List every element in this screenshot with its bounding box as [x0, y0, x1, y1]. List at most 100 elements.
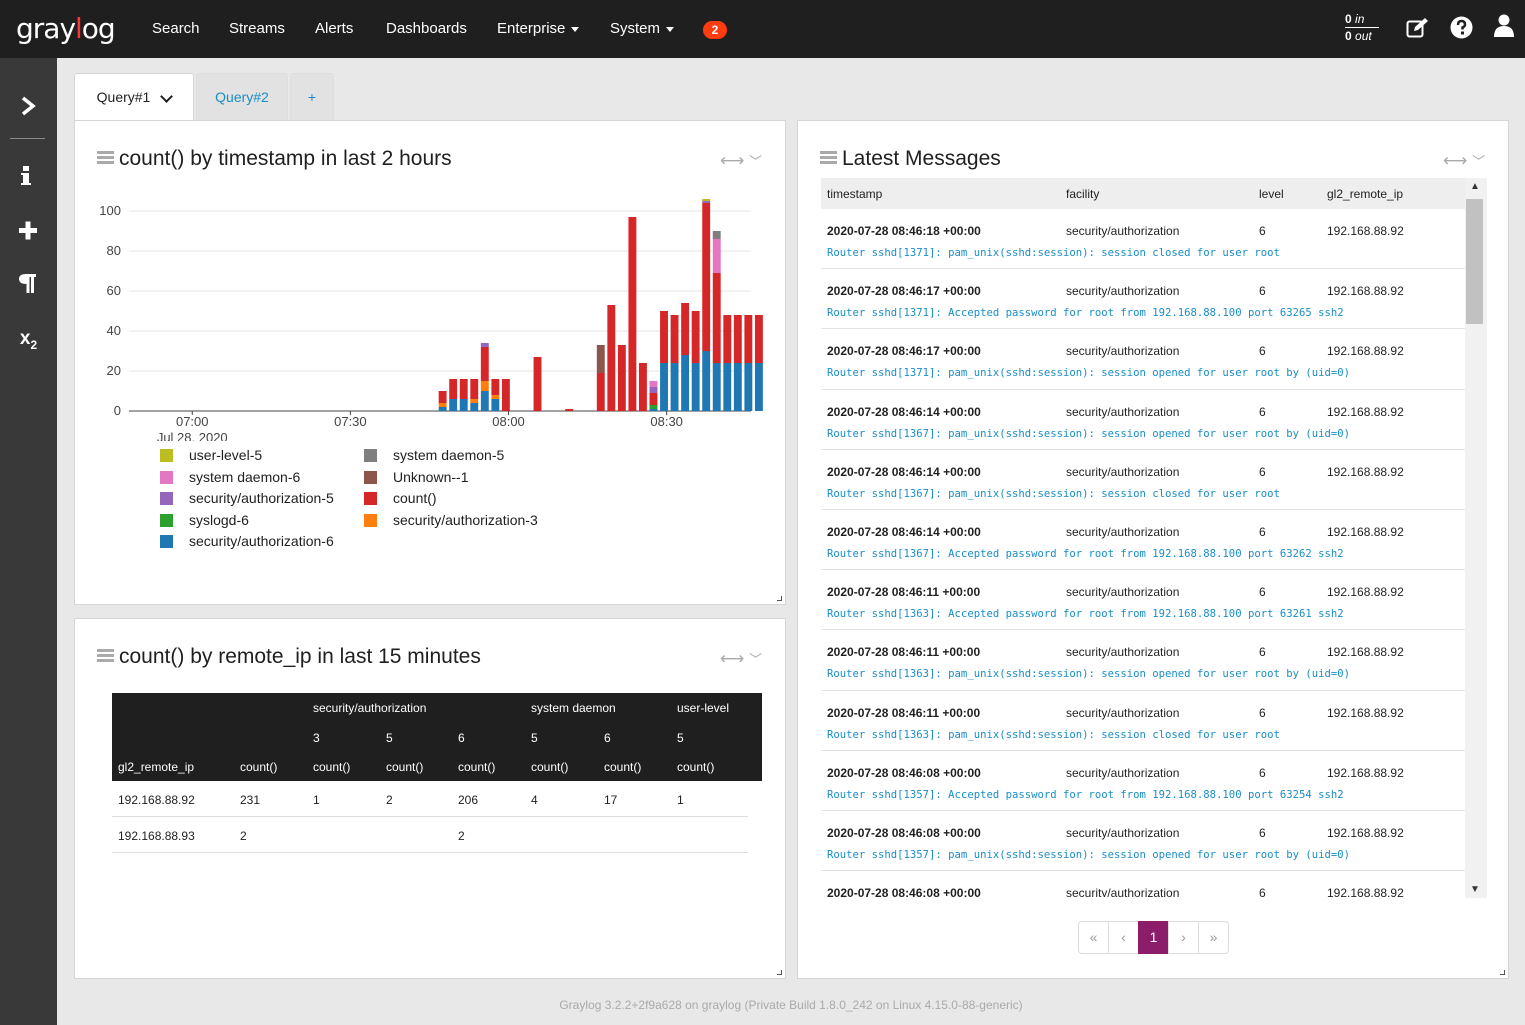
row-field-header[interactable]: gl2_remote_ip: [118, 760, 195, 774]
bar-segment[interactable]: [702, 201, 711, 203]
bar-segment[interactable]: [596, 345, 605, 373]
bar-segment[interactable]: [691, 311, 700, 363]
cell-ip[interactable]: 192.168.88.92: [118, 793, 195, 807]
bar-segment[interactable]: [649, 405, 658, 409]
widget-title[interactable]: count() by timestamp in last 2 hours: [97, 147, 452, 171]
count-header[interactable]: count(): [677, 760, 715, 774]
bar-segment[interactable]: [533, 357, 542, 411]
bar-segment[interactable]: [754, 363, 763, 411]
message-row[interactable]: 2020-07-28 08:46:18 +00:00 security/autho…: [821, 209, 1465, 270]
throughput-indicator[interactable]: 0 in 0 out: [1345, 11, 1379, 44]
bar-segment[interactable]: [449, 379, 458, 399]
cell-ip[interactable]: 192.168.88.93: [118, 829, 195, 843]
bar-segment[interactable]: [501, 379, 510, 411]
expand-horizontal-icon[interactable]: ⟷: [720, 151, 745, 170]
bar-segment[interactable]: [702, 203, 711, 351]
col-header-timestamp[interactable]: timestamp: [827, 187, 883, 201]
col-group-header[interactable]: user-level: [677, 701, 730, 715]
resize-handle-icon[interactable]: [1500, 970, 1505, 975]
count-header[interactable]: count(): [604, 760, 642, 774]
bar-segment[interactable]: [712, 231, 721, 239]
col-level-header[interactable]: 6: [458, 731, 465, 745]
bar-segment[interactable]: [638, 363, 647, 411]
legend-item[interactable]: security/authorization-5: [160, 490, 334, 512]
scrollbar-thumb[interactable]: [1466, 199, 1483, 324]
bar-segment[interactable]: [723, 315, 732, 363]
chevron-down-icon[interactable]: ﹀: [749, 652, 763, 667]
help-icon[interactable]: [1450, 16, 1473, 39]
bar-segment[interactable]: [480, 343, 489, 347]
nav-system[interactable]: System: [610, 20, 675, 37]
bar-segment[interactable]: [565, 409, 574, 411]
info-icon[interactable]: [0, 166, 57, 186]
bar-segment[interactable]: [744, 315, 753, 363]
bar-segment[interactable]: [491, 399, 500, 411]
legend-item[interactable]: security/authorization-6: [160, 533, 334, 555]
chevron-down-icon[interactable]: ﹀: [749, 154, 763, 169]
col-level-header[interactable]: 3: [313, 731, 320, 745]
bar-segment[interactable]: [744, 363, 753, 411]
chevron-right-icon[interactable]: [0, 96, 57, 116]
bar-segment[interactable]: [480, 347, 489, 381]
bar-segment[interactable]: [733, 315, 742, 363]
plus-icon[interactable]: [0, 220, 57, 240]
paragraph-icon[interactable]: [0, 272, 57, 294]
resize-handle-icon[interactable]: [777, 970, 782, 975]
stacked-bar-chart[interactable]: 0 20 40 60 80 100 07:00 07:30 08:00 08:30 Jul 28, …: [95, 181, 765, 441]
legend-item[interactable]: Unknown--1: [364, 469, 538, 491]
bar-segment[interactable]: [470, 379, 479, 399]
bar-segment[interactable]: [459, 399, 468, 411]
chevron-down-icon[interactable]: ﹀: [1472, 154, 1486, 169]
nav-dashboards[interactable]: Dashboards: [386, 20, 467, 37]
bar-segment[interactable]: [733, 363, 742, 411]
drag-handle-icon[interactable]: [97, 151, 114, 164]
count-header[interactable]: count(): [531, 760, 569, 774]
message-row[interactable]: 2020-07-28 08:46:14 +00:00 security/autho…: [821, 390, 1465, 450]
bar-segment[interactable]: [607, 305, 616, 411]
legend-item[interactable]: count(): [364, 490, 538, 512]
count-header[interactable]: count(): [313, 760, 351, 774]
bar-segment[interactable]: [649, 381, 658, 387]
drag-handle-icon[interactable]: [97, 649, 114, 662]
widget-title[interactable]: Latest Messages: [820, 147, 1001, 171]
message-row[interactable]: 2020-07-28 08:46:08 +00:00 security/autho…: [821, 751, 1465, 811]
subscript-icon[interactable]: x2: [19, 328, 38, 352]
notification-badge[interactable]: 2: [703, 21, 727, 39]
graylog-logo[interactable]: graylog: [16, 12, 116, 45]
count-header[interactable]: count(): [386, 760, 424, 774]
legend-item[interactable]: system daemon-6: [160, 469, 334, 491]
page-prev-button[interactable]: ‹: [1108, 921, 1139, 954]
bar-segment[interactable]: [649, 387, 658, 393]
messages-list[interactable]: 2020-07-28 08:46:18 +00:00 security/autho…: [821, 209, 1465, 897]
bar-segment[interactable]: [449, 399, 458, 411]
count-header[interactable]: count(): [240, 760, 278, 774]
bar-segment[interactable]: [628, 217, 637, 411]
col-header-remote-ip[interactable]: gl2_remote_ip: [1327, 187, 1404, 201]
messages-scrollbar[interactable]: ▲ ▼: [1465, 178, 1487, 898]
bar-segment[interactable]: [702, 199, 711, 201]
message-row[interactable]: 2020-07-28 08:46:11 +00:00 security/autho…: [821, 691, 1465, 751]
scroll-down-icon[interactable]: ▼: [1470, 884, 1480, 895]
bar-segment[interactable]: [617, 345, 626, 411]
nav-streams[interactable]: Streams: [229, 20, 285, 37]
bar-segment[interactable]: [670, 315, 679, 363]
col-header-level[interactable]: level: [1259, 187, 1284, 201]
bar-segment[interactable]: [438, 391, 447, 403]
tab-query2[interactable]: Query#2: [196, 73, 288, 120]
bar-segment[interactable]: [470, 399, 479, 403]
bar-segment[interactable]: [480, 391, 489, 411]
user-icon[interactable]: [1494, 14, 1514, 38]
bar-segment[interactable]: [702, 351, 711, 411]
tab-query1[interactable]: Query#1: [74, 73, 194, 120]
bar-segment[interactable]: [649, 393, 658, 405]
col-level-header[interactable]: 5: [531, 731, 538, 745]
bar-segment[interactable]: [438, 407, 447, 411]
bar-segment[interactable]: [660, 311, 668, 363]
message-row[interactable]: 2020-07-28 08:46:14 +00:00 security/autho…: [821, 450, 1465, 510]
message-row[interactable]: 2020-07-28 08:46:11 +00:00 security/autho…: [821, 630, 1465, 691]
message-row[interactable]: 2020-07-28 08:46:08 +00:00 security/autho…: [821, 811, 1465, 872]
scroll-up-icon[interactable]: ▲: [1470, 181, 1480, 192]
legend-item[interactable]: user-level-5: [160, 447, 334, 469]
message-row[interactable]: 2020-07-28 08:46:08 +00:00 security/autho…: [821, 871, 1465, 897]
bar-segment[interactable]: [480, 381, 489, 391]
